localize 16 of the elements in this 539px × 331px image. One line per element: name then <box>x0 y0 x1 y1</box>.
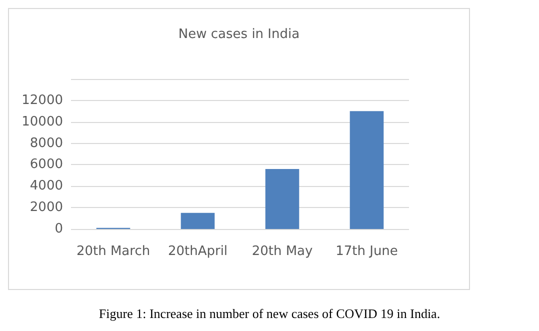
x-tick-label: 20thApril <box>168 244 228 259</box>
chart-title: New cases in India <box>178 27 300 42</box>
x-tick-label: 20th March <box>76 244 150 259</box>
bar <box>180 212 215 229</box>
y-tick-label: 0 <box>54 222 63 236</box>
x-tick-label: 17th June <box>336 244 398 259</box>
y-tick-label: 8000 <box>30 136 63 151</box>
y-tick-label: 4000 <box>30 178 63 194</box>
bar <box>265 169 300 229</box>
caption: Figure 1: Increase in number of new cases of COVID 19 in India. <box>98 306 442 322</box>
bar <box>350 111 384 229</box>
y-tick-label: 12000 <box>22 92 63 108</box>
y-tick-label: 10000 <box>22 114 63 130</box>
x-tick-label: 20th May <box>252 244 313 259</box>
y-tick-label: 2000 <box>30 200 63 216</box>
y-tick-label: 6000 <box>30 157 63 172</box>
